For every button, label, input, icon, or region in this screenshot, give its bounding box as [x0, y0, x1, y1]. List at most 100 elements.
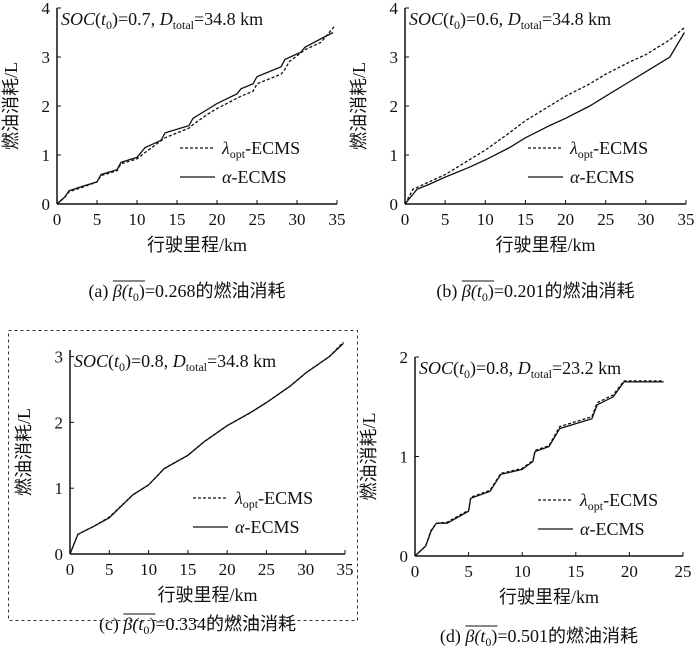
series-line-alpha-ecms	[404, 32, 685, 205]
y-axis-label: 燃油消耗/L	[359, 413, 379, 501]
y-tick-label: 1	[42, 146, 51, 165]
annotation-text: )=0.8,	[125, 351, 173, 372]
series-line-alpha-ecms	[69, 342, 344, 555]
caption-value: =0.334的燃油消耗	[155, 614, 296, 634]
x-tick-label: 10	[129, 210, 146, 229]
panel-caption: (d) β(t0)=0.501的燃油消耗	[440, 626, 638, 649]
annotation-soc: SOC	[74, 351, 109, 371]
x-tick-label: 10	[140, 560, 157, 579]
caption-beta: β(	[461, 281, 478, 302]
annotation-text: )=0.8,	[470, 358, 518, 379]
annotation: SOC(t0)=0.8, Dtotal=34.8 km	[74, 351, 276, 374]
caption-beta: β(	[112, 281, 129, 302]
caption-subscript: 0	[482, 290, 488, 304]
annotation-subscript: 0	[454, 18, 460, 32]
x-axis-label: 行驶里程/km	[147, 235, 247, 255]
legend-label: λopt-ECMS	[579, 490, 658, 513]
y-tick-label: 1	[400, 448, 409, 467]
annotation-soc: SOC	[409, 9, 444, 29]
legend-subscript: opt	[588, 499, 604, 513]
legend-text: -ECMS	[593, 138, 648, 158]
x-tick-label: 0	[411, 562, 420, 581]
x-tick-label: 35	[329, 210, 346, 229]
caption-t: t	[477, 281, 483, 301]
caption-label: (a)	[88, 281, 112, 302]
x-tick-label: 0	[53, 210, 62, 229]
annotation: SOC(t0)=0.8, Dtotal=23.2 km	[419, 358, 621, 381]
legend-text: -ECMS	[603, 490, 658, 510]
caption-value: =0.201的燃油消耗	[494, 281, 635, 301]
annotation-text: (	[443, 9, 449, 30]
legend-text: -ECMS	[258, 488, 313, 508]
legend-label: λopt-ECMS	[234, 488, 313, 511]
legend-label: λopt-ECMS	[221, 138, 300, 161]
legend-label: α-ECMS	[235, 517, 299, 537]
x-tick-label: 20	[209, 210, 226, 229]
y-tick-label: 2	[390, 97, 399, 116]
x-tick-label: 35	[337, 560, 354, 579]
caption-beta: β(	[464, 626, 481, 647]
x-tick-label: 25	[249, 210, 266, 229]
annotation-subscript: total	[186, 360, 208, 374]
x-tick-label: 25	[597, 210, 614, 229]
x-tick-label: 15	[179, 560, 196, 579]
annotation-subscript: total	[521, 18, 543, 32]
annotation-t: t	[114, 351, 120, 371]
y-tick-label: 3	[390, 48, 399, 67]
legend-text: -ECMS	[579, 167, 634, 187]
y-tick-label: 4	[42, 0, 51, 18]
x-tick-label: 15	[169, 210, 186, 229]
annotation-subscript: 0	[119, 360, 125, 374]
annotation-soc: SOC	[61, 9, 96, 29]
x-tick-label: 30	[289, 210, 306, 229]
legend-text: -ECMS	[244, 517, 299, 537]
annotation-text: =34.8 km	[542, 9, 611, 29]
annotation-d: D	[172, 351, 186, 371]
x-axis-label: 行驶里程/km	[157, 585, 257, 605]
x-tick-label: 10	[514, 562, 531, 581]
x-tick-label: 30	[637, 210, 654, 229]
panel-caption: (b) β(t0)=0.201的燃油消耗	[436, 281, 634, 304]
annotation-t: t	[449, 9, 455, 29]
x-tick-label: 5	[93, 210, 102, 229]
y-tick-label: 3	[42, 48, 51, 67]
y-tick-label: 1	[390, 146, 399, 165]
x-tick-label: 25	[675, 562, 692, 581]
annotation: SOC(t0)=0.6, Dtotal=34.8 km	[409, 9, 611, 32]
panel-a: 0 5 10 15 20 25 30 35 0 1 2 3 4 行驶里程/km 燃油消耗/L λopt-ECM…	[1, 0, 346, 304]
legend-symbol: λ	[221, 138, 230, 158]
x-tick-label: 0	[401, 210, 410, 229]
x-tick-label: 5	[105, 560, 114, 579]
y-tick-label: 0	[42, 195, 51, 214]
y-tick-label: 2	[42, 97, 51, 116]
y-tick-label: 3	[55, 348, 64, 367]
caption-subscript: 0	[143, 623, 149, 637]
y-axis-label: 燃油消耗/L	[1, 62, 21, 150]
caption-value: =0.268的燃油消耗	[145, 281, 286, 301]
x-axis-label: 行驶里程/km	[499, 587, 599, 607]
x-tick-label: 25	[258, 560, 275, 579]
annotation-text: =23.2 km	[552, 358, 621, 378]
annotation-text: =34.8 km	[194, 9, 263, 29]
series-line-lambda-opt-ecms	[56, 24, 336, 205]
annotation-soc: SOC	[419, 358, 454, 378]
x-tick-label: 15	[567, 562, 584, 581]
y-tick-label: 0	[390, 195, 399, 214]
caption-subscript: 0	[485, 635, 491, 649]
annotation-subscript: total	[173, 18, 195, 32]
legend-symbol: α	[222, 167, 232, 187]
annotation-text: (	[95, 9, 101, 30]
y-tick-label: 0	[400, 547, 409, 566]
x-tick-label: 0	[66, 560, 75, 579]
legend-symbol: α	[570, 167, 580, 187]
caption-close: )	[491, 626, 497, 647]
caption-label: (b)	[436, 281, 462, 302]
caption-label: (c)	[99, 614, 123, 635]
legend-symbol: λ	[234, 488, 243, 508]
caption-close: )	[139, 281, 145, 302]
annotation-subscript: 0	[464, 367, 470, 381]
legend-text: -ECMS	[589, 519, 644, 539]
